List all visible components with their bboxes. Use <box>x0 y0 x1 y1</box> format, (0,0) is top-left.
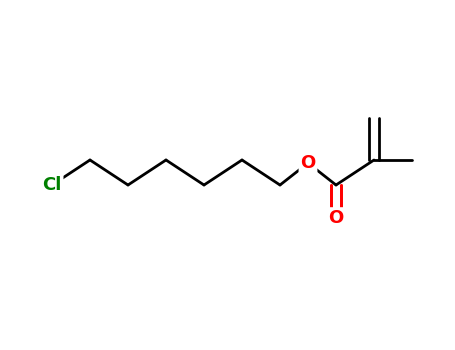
Text: Cl: Cl <box>42 176 62 194</box>
Text: O: O <box>300 154 316 172</box>
Text: O: O <box>329 209 344 227</box>
